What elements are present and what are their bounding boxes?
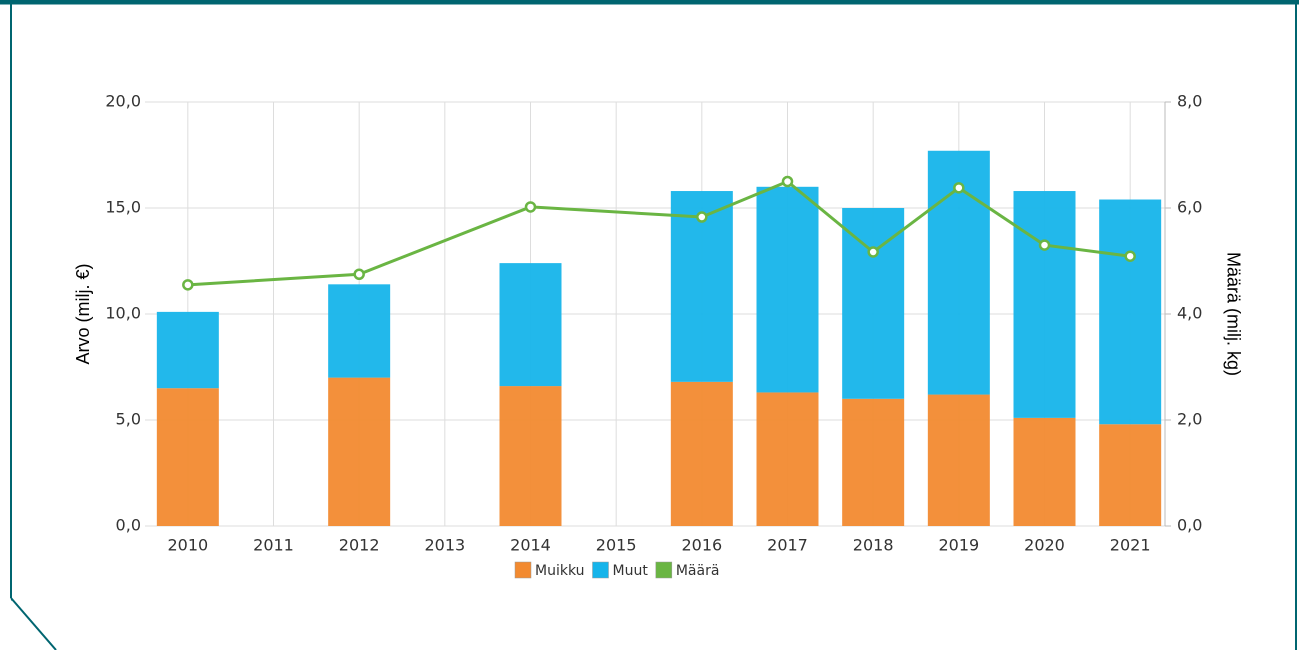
bar	[499, 386, 562, 526]
x-tick-label: 2019	[938, 536, 979, 555]
x-tick-label: 2012	[339, 536, 380, 555]
y-tick-label: 15,0	[105, 198, 141, 217]
legend-swatch	[514, 561, 532, 579]
x-tick-label: 2013	[424, 536, 465, 555]
bar	[156, 388, 219, 526]
x-tick-label: 2011	[253, 536, 294, 555]
bar	[1099, 424, 1162, 526]
frame-cut	[0, 598, 56, 650]
bar	[1099, 199, 1162, 425]
bar	[1013, 191, 1076, 418]
line-marker	[353, 268, 365, 280]
line-marker	[953, 182, 965, 194]
line-marker	[524, 201, 537, 213]
x-tick-label: 2021	[1110, 536, 1151, 555]
bar	[756, 392, 819, 526]
legend-swatch	[655, 561, 673, 579]
x-tick-label: 2016	[681, 536, 722, 555]
y-tick-label: 5,0	[116, 410, 141, 429]
legend-label: Muut	[613, 563, 649, 579]
y2-tick-label: 6,0	[1177, 198, 1202, 217]
bar	[927, 394, 990, 526]
bar	[499, 263, 562, 387]
legend-label: Määrä	[676, 563, 720, 579]
y-tick-label: 0,0	[116, 516, 141, 535]
y-axis-title: Arvo (milj. €)	[73, 263, 93, 364]
x-tick-label: 2017	[767, 536, 808, 555]
line-marker	[182, 279, 194, 291]
y2-tick-label: 0,0	[1177, 516, 1202, 535]
y2-tick-label: 2,0	[1177, 410, 1202, 429]
line-marker	[781, 175, 794, 188]
legend-swatch	[592, 561, 609, 579]
x-tick-label: 2015	[596, 536, 637, 555]
x-tick-label: 2010	[167, 536, 208, 555]
frame-corner	[10, 597, 57, 650]
bar	[842, 398, 905, 526]
y-tick-label: 10,0	[105, 304, 141, 323]
line-marker	[867, 246, 879, 258]
line-marker	[1038, 239, 1051, 251]
y2-tick-label: 4,0	[1177, 304, 1202, 323]
x-tick-label: 2014	[510, 536, 551, 555]
bar	[1013, 417, 1076, 526]
bar	[328, 377, 391, 526]
x-tick-label: 2020	[1024, 536, 1065, 555]
y-tick-label: 20,0	[105, 92, 141, 111]
bar	[670, 381, 733, 526]
y2-axis-title: Määrä (milj. kg)	[1223, 252, 1243, 376]
y2-tick-label: 8,0	[1177, 92, 1202, 111]
bar	[670, 191, 733, 382]
bar	[328, 284, 391, 378]
line-marker	[696, 211, 708, 223]
x-tick-label: 2018	[853, 536, 894, 555]
bar	[156, 311, 219, 389]
bar	[756, 186, 819, 393]
bar	[842, 208, 905, 399]
legend-label: Muikku	[535, 563, 585, 579]
line-marker	[1124, 250, 1136, 262]
